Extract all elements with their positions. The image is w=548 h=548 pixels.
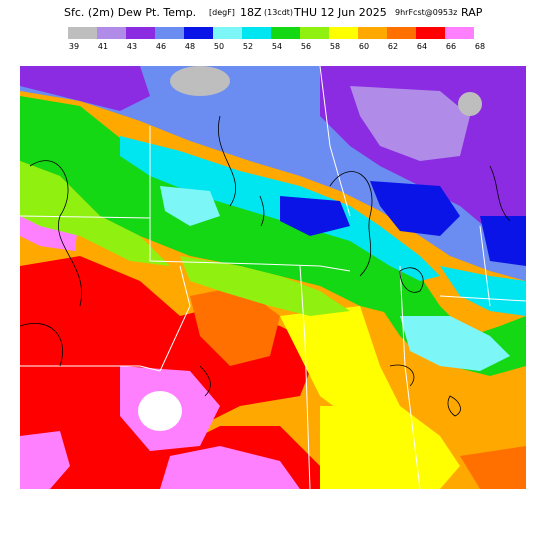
title-bar: Sfc. (2m) Dew Pt. Temp. [degF] 18Z (13cd… (0, 6, 548, 22)
color-swatch (155, 27, 184, 39)
color-swatch (184, 27, 213, 39)
scale-tick-label: 41 (97, 42, 109, 51)
scale-tick-label: 60 (358, 42, 370, 51)
color-swatch (126, 27, 155, 39)
field-layer (20, 66, 526, 489)
dew-point-map (20, 66, 526, 489)
scale-tick-label: 62 (387, 42, 399, 51)
scale-tick-label: 46 (155, 42, 167, 51)
color-swatch (97, 27, 126, 39)
scale-tick-label: 48 (184, 42, 196, 51)
color-swatch (387, 27, 416, 39)
scale-tick-label: 66 (445, 42, 457, 51)
color-swatch (358, 27, 387, 39)
units-label: [degF] (209, 8, 235, 17)
scale-tick-label: 43 (126, 42, 138, 51)
color-swatch (271, 27, 300, 39)
scale-tick-label: 50 (213, 42, 225, 51)
map-title: Sfc. (2m) Dew Pt. Temp. (64, 6, 197, 19)
scale-tick-label: 56 (300, 42, 312, 51)
scale-tick-label: 64 (416, 42, 428, 51)
model-name: RAP (461, 6, 483, 19)
scale-tick-label: 68 (474, 42, 486, 51)
scale-tick-label: 52 (242, 42, 254, 51)
valid-time: 18Z (240, 6, 262, 19)
county-contours (20, 115, 511, 417)
scale-tick-label: 58 (329, 42, 341, 51)
color-swatch (329, 27, 358, 39)
color-swatch (416, 27, 445, 39)
color-swatch (68, 27, 97, 39)
valid-date: THU 12 Jun 2025 (294, 6, 387, 19)
color-swatch (242, 27, 271, 39)
color-swatch (213, 27, 242, 39)
color-swatch (300, 27, 329, 39)
white-patch (138, 391, 182, 431)
scale-tick-label: 39 (68, 42, 80, 51)
forecast-hour: 9hrFcst@0953z (395, 8, 458, 17)
gray-patch-north (170, 66, 230, 96)
scale-tick-label: 54 (271, 42, 283, 51)
color-swatch (445, 27, 474, 39)
color-scale (68, 27, 474, 39)
color-scale-labels: 39 41 43 46 48 50 52 54 56 58 60 62 64 66 68 (0, 42, 548, 54)
local-time: (13cdt) (264, 8, 294, 17)
